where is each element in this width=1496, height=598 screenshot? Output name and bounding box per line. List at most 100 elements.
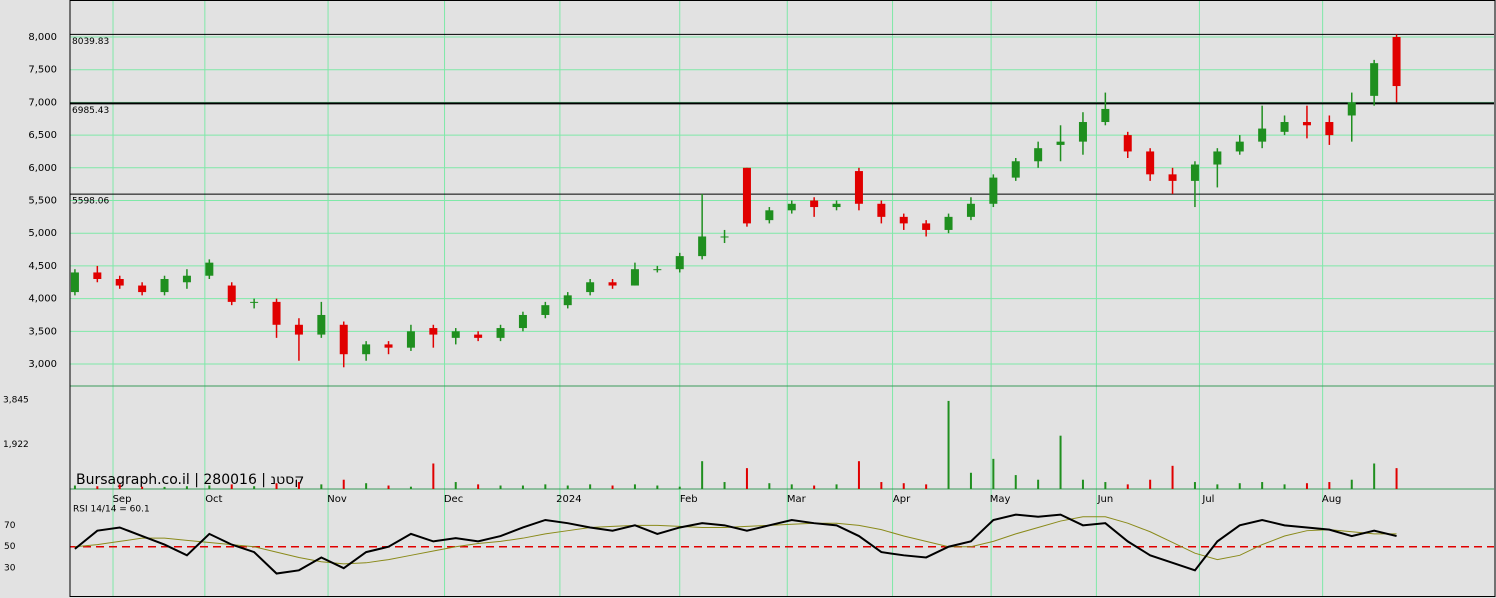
x-tick-label: Feb xyxy=(680,494,698,505)
candle-body xyxy=(1190,164,1199,181)
candle-body xyxy=(496,328,505,338)
y-tick-label: 5,500 xyxy=(28,196,57,207)
candle-body xyxy=(698,236,707,257)
candle-body xyxy=(608,282,617,286)
volume-bar xyxy=(1305,483,1308,489)
candle-body xyxy=(317,314,326,335)
candle-body xyxy=(384,344,393,348)
y-tick-label: 5,000 xyxy=(28,228,57,239)
volume-bar xyxy=(454,482,457,489)
candle-body xyxy=(138,285,147,293)
volume-bar xyxy=(297,482,300,489)
x-tick-label: Dec xyxy=(444,494,463,505)
candle-body xyxy=(1302,122,1311,126)
y-tick-label: 1,922 xyxy=(3,440,29,450)
x-tick-label: Nov xyxy=(327,494,347,505)
volume-bar xyxy=(1216,484,1219,489)
volume-bar xyxy=(163,486,166,489)
candle-body xyxy=(406,331,415,348)
rsi-label: RSI 14/14 = 60.1 xyxy=(73,505,150,515)
candle-body xyxy=(899,216,908,224)
y-tick-label: 3,000 xyxy=(28,359,57,370)
volume-bar xyxy=(1261,482,1264,489)
volume-bar xyxy=(1193,482,1196,489)
volume-bar xyxy=(1283,484,1286,489)
volume-bar xyxy=(1373,463,1376,489)
level-label: 8039.83 xyxy=(72,37,109,47)
candle-body xyxy=(1325,122,1334,136)
volume-bar xyxy=(880,482,883,489)
volume-bar xyxy=(1059,435,1062,489)
candle-body xyxy=(362,344,371,355)
candle-body xyxy=(1168,174,1177,181)
level-label: 5598.06 xyxy=(72,197,109,207)
y-tick-label: 7,500 xyxy=(28,65,57,76)
candle-body xyxy=(1034,148,1043,162)
candle-body xyxy=(1101,108,1110,123)
volume-bar xyxy=(1238,483,1241,489)
y-tick-label: 4,000 xyxy=(28,294,57,305)
x-tick-label: Oct xyxy=(205,494,222,505)
volume-bar xyxy=(185,486,188,489)
candle-body xyxy=(586,282,595,293)
candle-body xyxy=(1235,141,1244,152)
volume-bar xyxy=(745,468,748,489)
volume-bar xyxy=(1395,468,1398,489)
candle-body xyxy=(1258,128,1267,142)
volume-bar xyxy=(1126,484,1129,489)
x-tick-label: 2024 xyxy=(556,494,581,505)
volume-bar xyxy=(342,479,345,489)
candle-body xyxy=(653,269,662,271)
volume-bar xyxy=(73,485,76,489)
candle-body xyxy=(787,203,796,211)
volume-bar xyxy=(387,485,390,489)
candle-body xyxy=(250,301,259,303)
volume-bar xyxy=(1104,482,1107,489)
volume-bar xyxy=(723,482,726,489)
x-tick-label: May xyxy=(990,494,1011,505)
volume-bar xyxy=(477,484,480,489)
y-tick-label: 8,000 xyxy=(28,32,57,43)
volume-bar xyxy=(589,484,592,489)
volume-bar xyxy=(1328,482,1331,489)
volume-bar xyxy=(925,484,928,489)
y-tick-label: 3,845 xyxy=(3,395,29,405)
rsi-line xyxy=(74,513,1397,575)
level-label: 6985.43 xyxy=(72,106,109,116)
volume-bar xyxy=(521,485,524,489)
y-tick-label: 50 xyxy=(4,542,16,552)
candle-body xyxy=(810,200,819,208)
frame xyxy=(69,0,1496,597)
candle-body xyxy=(451,331,460,338)
volume-bar xyxy=(1014,475,1017,489)
candle-body xyxy=(339,324,348,355)
y-tick-label: 30 xyxy=(4,564,16,574)
candle-body xyxy=(1056,141,1065,145)
watermark: Bursagraph.co.il | 280016 | קסטנ xyxy=(76,472,304,488)
candle-body xyxy=(742,167,751,224)
volume-bar xyxy=(118,484,121,489)
volume-bar xyxy=(969,472,972,489)
volume-bar xyxy=(544,484,547,489)
candle-body xyxy=(1370,63,1379,96)
candle-body xyxy=(518,314,527,329)
volume-bar xyxy=(566,485,569,489)
volume-bar xyxy=(813,485,816,489)
volume-bar xyxy=(1081,479,1084,489)
volume-bar xyxy=(320,484,323,489)
volume-bar xyxy=(857,461,860,489)
candle-body xyxy=(832,203,841,208)
volume-bar xyxy=(611,485,614,489)
candle-body xyxy=(563,295,572,306)
candle-body xyxy=(1011,161,1020,178)
candle-body xyxy=(1146,151,1155,175)
y-tick-label: 3,500 xyxy=(28,326,57,337)
candle-body xyxy=(1392,36,1401,87)
candle-body xyxy=(1078,122,1087,142)
candle-body xyxy=(944,216,953,230)
rsi-line xyxy=(74,516,1397,565)
volume-bar xyxy=(656,485,659,489)
candle-body xyxy=(429,328,438,335)
